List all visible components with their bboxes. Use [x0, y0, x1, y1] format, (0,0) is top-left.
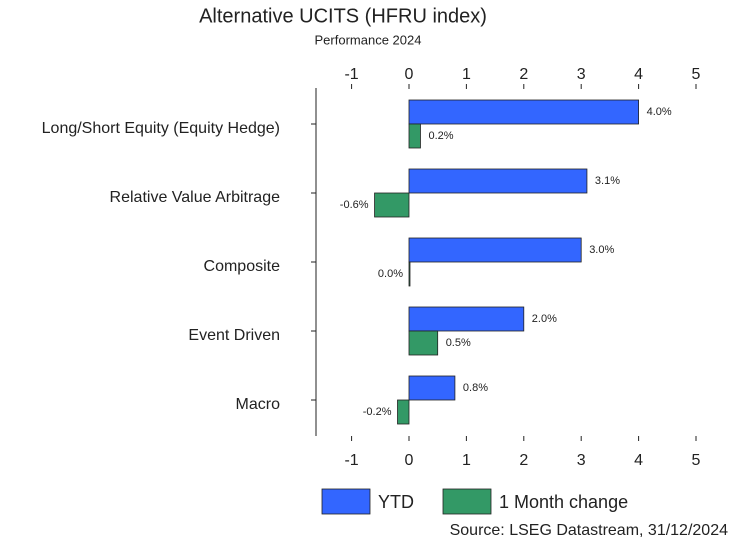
x-tick-label: 4	[634, 452, 643, 469]
legend-swatch	[442, 488, 492, 515]
x-tick-label: 1	[462, 452, 471, 469]
data-label: -0.2%	[363, 406, 392, 418]
x-tick-label-top: 4	[634, 66, 643, 83]
bar	[408, 330, 439, 356]
x-tick-label: 2	[519, 452, 528, 469]
x-tick-label-top: 2	[519, 66, 528, 83]
bar	[408, 261, 411, 287]
bar	[408, 168, 588, 194]
y-tick-label: Composite	[204, 258, 281, 275]
x-tick-label: -1	[344, 452, 358, 469]
y-tick-label: Macro	[236, 396, 281, 413]
data-label: 0.5%	[446, 337, 471, 349]
x-tick-label-top: 1	[462, 66, 471, 83]
data-label: 4.0%	[647, 106, 672, 118]
x-tick-label: 5	[692, 452, 701, 469]
data-label: 0.8%	[463, 382, 488, 394]
data-label: 0.2%	[428, 130, 453, 142]
bar	[408, 237, 582, 263]
y-tick-label: Event Driven	[188, 327, 280, 344]
x-tick-label-top: 5	[692, 66, 701, 83]
bar	[397, 399, 410, 425]
x-tick-label: 3	[577, 452, 586, 469]
x-tick-label-top: 0	[405, 66, 414, 83]
y-tick-label: Long/Short Equity (Equity Hedge)	[42, 120, 280, 137]
bar	[408, 123, 421, 149]
x-tick-label-top: -1	[344, 66, 358, 83]
legend-label: YTD	[378, 492, 414, 512]
x-tick-label-top: 3	[577, 66, 586, 83]
y-tick-label: Relative Value Arbitrage	[110, 189, 281, 206]
x-tick-label: 0	[405, 452, 414, 469]
data-label: 2.0%	[532, 313, 557, 325]
bar	[408, 375, 456, 401]
bar	[408, 306, 525, 332]
chart-title: Alternative UCITS (HFRU index)	[199, 5, 487, 27]
data-label: 3.0%	[589, 244, 614, 256]
data-label: -0.6%	[340, 199, 369, 211]
bar	[408, 99, 639, 125]
source: Source: LSEG Datastream, 31/12/2024	[450, 522, 728, 539]
chart-subtitle: Performance 2024	[315, 32, 422, 47]
bar	[374, 192, 410, 218]
legend-swatch	[321, 488, 371, 515]
data-label: 0.0%	[378, 268, 403, 280]
data-label: 3.1%	[595, 175, 620, 187]
legend-label: 1 Month change	[499, 492, 628, 512]
